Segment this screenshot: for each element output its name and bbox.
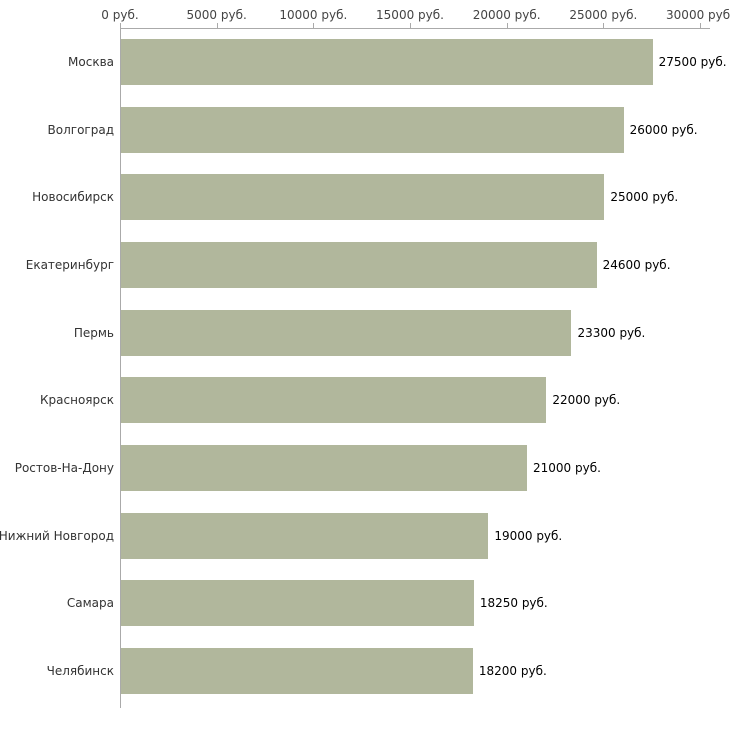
bar [121, 241, 597, 288]
value-label: 23300 руб. [577, 325, 646, 340]
category-label: Ростов-На-Дону [14, 461, 114, 476]
bar [121, 377, 547, 424]
category-label: Волгоград [47, 122, 114, 137]
bar [121, 174, 605, 221]
category-label: Нижний Новгород [0, 528, 114, 543]
value-label: 26000 руб. [629, 122, 698, 137]
value-label: 22000 руб. [552, 393, 621, 408]
x-tick-mark [410, 23, 411, 28]
x-tick-mark [700, 23, 701, 28]
x-tick-mark [603, 23, 605, 28]
y-axis-line [120, 28, 121, 708]
x-tick-mark [506, 23, 508, 28]
category-label: Красноярск [40, 393, 114, 408]
bar [121, 445, 527, 492]
value-label: 24600 руб. [602, 257, 671, 272]
x-tick-mark [313, 23, 315, 28]
value-label: 18200 руб. [478, 664, 547, 679]
category-label: Челябинск [46, 664, 114, 679]
bar [121, 580, 474, 627]
bar [121, 309, 572, 356]
x-axis-line [120, 28, 710, 29]
category-label: Новосибирск [32, 190, 114, 205]
x-tick-label: 25000 руб. [569, 8, 638, 22]
x-tick-label: 20000 руб. [472, 8, 541, 22]
value-label: 27500 руб. [658, 54, 727, 69]
x-tick-label: 30000 руб. [666, 8, 730, 22]
bar [121, 38, 653, 85]
value-label: 19000 руб. [494, 528, 563, 543]
bar [121, 648, 473, 695]
category-label: Екатеринбург [25, 257, 114, 272]
value-label: 21000 руб. [533, 461, 601, 476]
x-tick-label: 0 руб. [101, 8, 139, 22]
value-label: 25000 руб. [610, 190, 679, 205]
x-tick-label: 5000 руб. [186, 8, 247, 22]
x-tick-label: 15000 руб. [376, 8, 444, 22]
category-label: Пермь [73, 325, 114, 340]
bar [121, 106, 624, 153]
category-label: Москва [68, 54, 114, 69]
x-tick-mark [120, 23, 121, 28]
category-label: Самара [66, 596, 114, 611]
bar [121, 512, 489, 559]
x-tick-label: 10000 руб. [279, 8, 348, 22]
x-tick-mark [216, 23, 218, 28]
value-label: 18250 руб. [479, 596, 548, 611]
